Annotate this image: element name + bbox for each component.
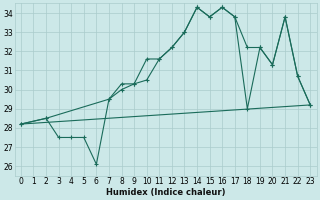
X-axis label: Humidex (Indice chaleur): Humidex (Indice chaleur): [106, 188, 225, 197]
